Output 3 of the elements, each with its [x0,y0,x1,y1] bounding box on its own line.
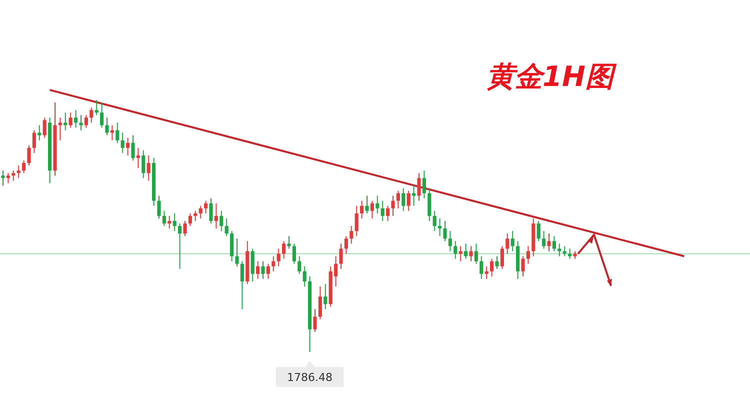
annotation: 1786.48 [276,361,344,387]
annotation: 1786.48 [287,371,333,384]
chart-title: 黄金1H图 [486,60,618,93]
